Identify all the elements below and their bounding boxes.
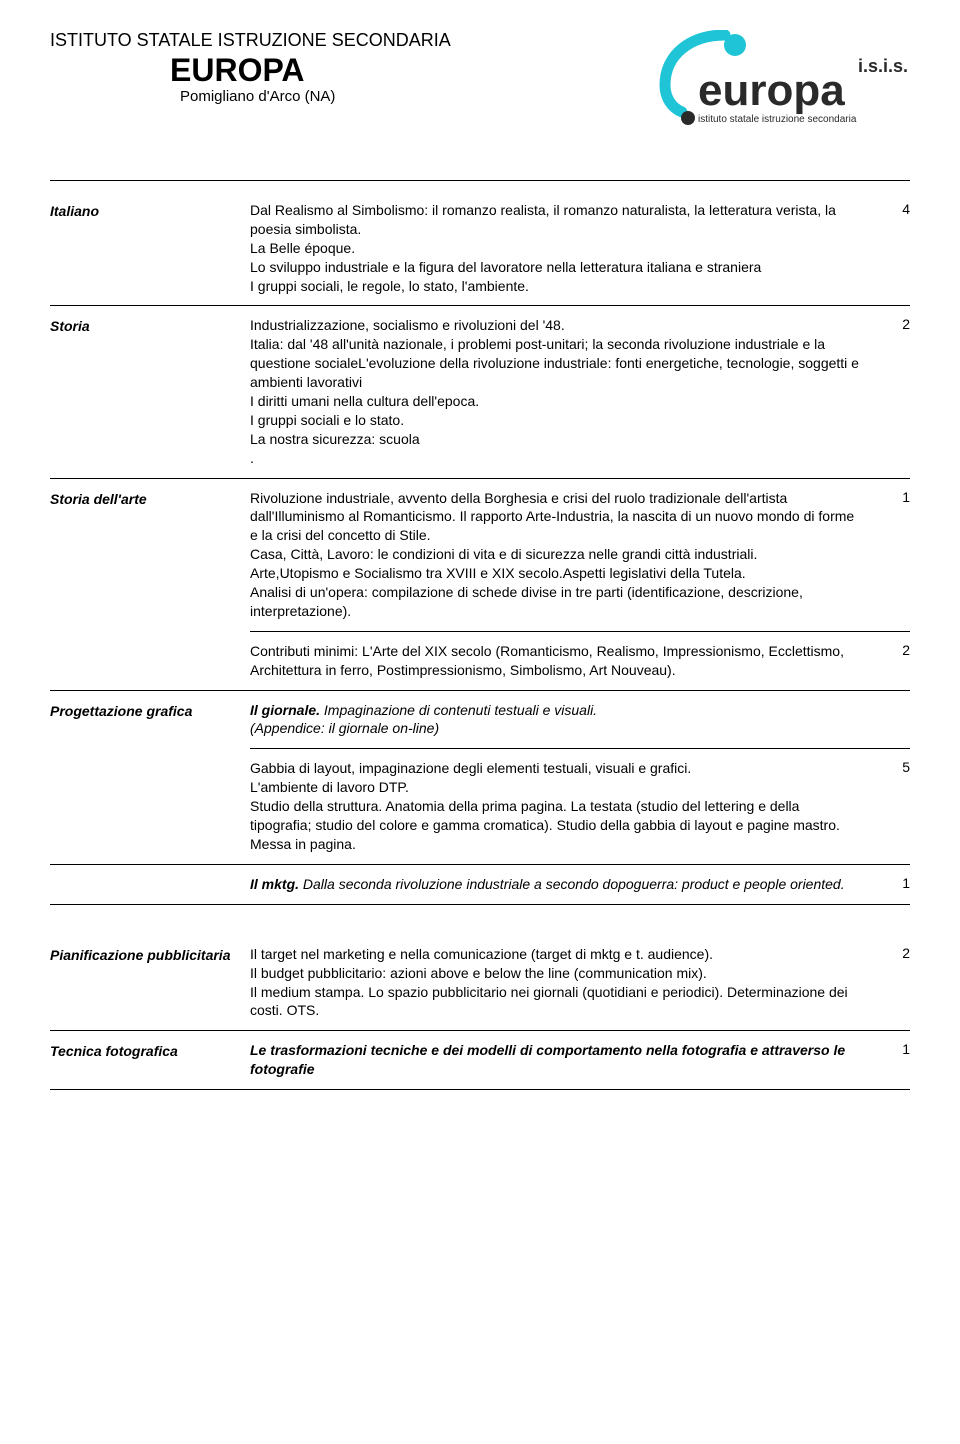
table-row: Storia dell'arteRivoluzione industriale,… (50, 479, 910, 691)
sub-rule (250, 748, 910, 749)
hours-value: 4 (880, 201, 910, 217)
content-column: Le trasformazioni tecniche e dei modelli… (250, 1041, 910, 1079)
table-row: Progettazione graficaIl giornale. Impagi… (50, 691, 910, 865)
content-title-text: Il giornale. Impaginazione di contenuti … (250, 701, 880, 739)
content-text: Il target nel marketing e nella comunica… (250, 945, 880, 1021)
content-title-text: Il mktg. Dalla seconda rivoluzione indus… (250, 875, 880, 894)
content-block: Il target nel marketing e nella comunica… (250, 945, 910, 1021)
header-text-block: ISTITUTO STATALE ISTRUZIONE SECONDARIA E… (50, 30, 630, 105)
content-block: Dal Realismo al Simbolismo: il romanzo r… (250, 201, 910, 295)
hours-value: 2 (880, 945, 910, 961)
content-text: Contributi minimi: L'Arte del XIX secolo… (250, 642, 880, 680)
content-text: Gabbia di layout, impaginazione degli el… (250, 759, 880, 853)
content-block: Rivoluzione industriale, avvento della B… (250, 489, 910, 621)
content-text: Le trasformazioni tecniche e dei modelli… (250, 1041, 880, 1079)
hours-value: 5 (880, 759, 910, 775)
title-line1: Il mktg. Dalla seconda rivoluzione indus… (250, 875, 860, 894)
svg-text:istituto statale istruzione se: istituto statale istruzione secondaria (698, 114, 857, 125)
content-block: Gabbia di layout, impaginazione degli el… (250, 759, 910, 853)
content-column: Il target nel marketing e nella comunica… (250, 945, 910, 1021)
subject-label (50, 875, 250, 877)
subject-label: Storia dell'arte (50, 489, 250, 507)
content-title-block: Il giornale. Impaginazione di contenuti … (250, 701, 910, 739)
svg-text:i.s.i.s.: i.s.i.s. (858, 56, 908, 76)
hours-value: 2 (880, 642, 910, 658)
top-rule (50, 180, 910, 181)
logo-icon: europa i.s.i.s. istituto statale istruzi… (630, 30, 910, 140)
subject-label: Italiano (50, 201, 250, 219)
svg-text:europa: europa (698, 66, 845, 115)
table-row: ItalianoDal Realismo al Simbolismo: il r… (50, 191, 910, 306)
content-text: Industrializzazione, socialismo e rivolu… (250, 316, 880, 467)
table-row: Pianificazione pubblicitariaIl target ne… (50, 935, 910, 1032)
content-column: Industrializzazione, socialismo e rivolu… (250, 316, 910, 467)
subject-label: Tecnica fotografica (50, 1041, 250, 1059)
hours-value: 2 (880, 316, 910, 332)
sub-rule (250, 631, 910, 632)
header-title: EUROPA (170, 53, 630, 88)
header-suptitle: ISTITUTO STATALE ISTRUZIONE SECONDARIA (50, 30, 630, 51)
content-block: Contributi minimi: L'Arte del XIX secolo… (250, 642, 910, 680)
subject-label: Progettazione grafica (50, 701, 250, 719)
table-row: StoriaIndustrializzazione, socialismo e … (50, 306, 910, 478)
content-block: Industrializzazione, socialismo e rivolu… (250, 316, 910, 467)
subject-label: Pianificazione pubblicitaria (50, 945, 250, 963)
page-header: ISTITUTO STATALE ISTRUZIONE SECONDARIA E… (50, 30, 910, 140)
content-text: Dal Realismo al Simbolismo: il romanzo r… (250, 201, 880, 295)
hours-value: 1 (880, 1041, 910, 1057)
header-subtitle: Pomigliano d'Arco (NA) (180, 88, 630, 105)
content-column: Rivoluzione industriale, avvento della B… (250, 489, 910, 680)
content-block: Le trasformazioni tecniche e dei modelli… (250, 1041, 910, 1079)
content-column: Il giornale. Impaginazione di contenuti … (250, 701, 910, 854)
subject-label: Storia (50, 316, 250, 334)
hours-value: 1 (880, 489, 910, 505)
content-title-block: Il mktg. Dalla seconda rivoluzione indus… (250, 875, 910, 894)
title-line2: (Appendice: il giornale on-line) (250, 719, 860, 738)
content-column: Dal Realismo al Simbolismo: il romanzo r… (250, 201, 910, 295)
table-row: Tecnica fotograficaLe trasformazioni tec… (50, 1031, 910, 1090)
table-row: Il mktg. Dalla seconda rivoluzione indus… (50, 865, 910, 905)
curriculum-table: ItalianoDal Realismo al Simbolismo: il r… (50, 191, 910, 1090)
content-text: Rivoluzione industriale, avvento della B… (250, 489, 880, 621)
hours-value: 1 (880, 875, 910, 891)
title-line1: Il giornale. Impaginazione di contenuti … (250, 701, 860, 720)
content-column: Il mktg. Dalla seconda rivoluzione indus… (250, 875, 910, 894)
